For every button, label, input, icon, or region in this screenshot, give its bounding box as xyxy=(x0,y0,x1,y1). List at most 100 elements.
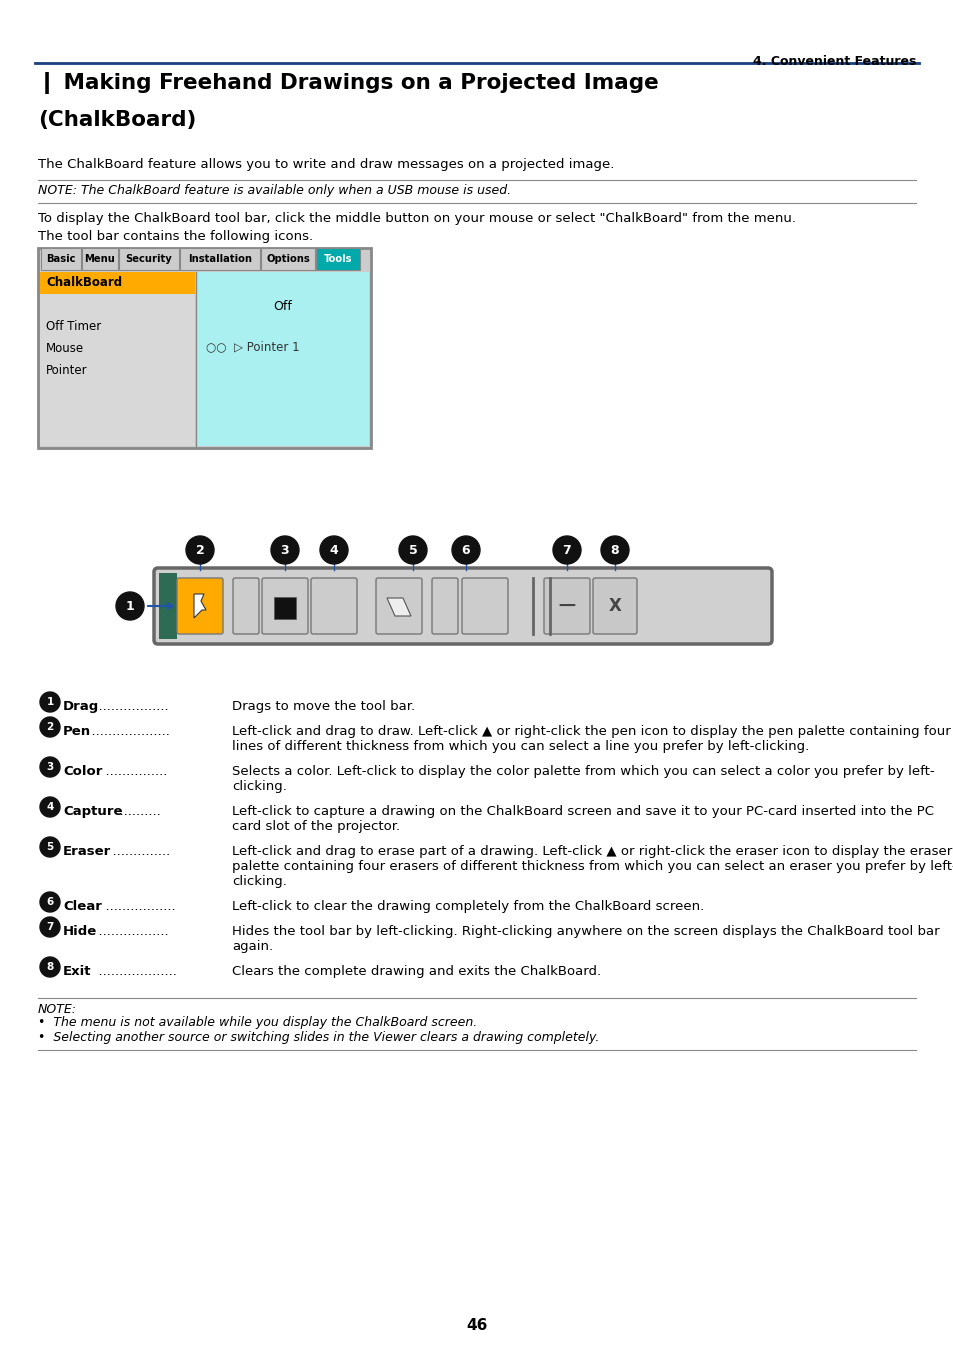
Text: Pen: Pen xyxy=(63,725,91,737)
FancyBboxPatch shape xyxy=(543,578,589,634)
Text: The tool bar contains the following icons.: The tool bar contains the following icon… xyxy=(38,231,313,243)
Polygon shape xyxy=(193,594,206,617)
Text: Mouse: Mouse xyxy=(46,342,84,356)
Bar xyxy=(274,597,295,619)
Text: 2: 2 xyxy=(47,723,53,732)
Bar xyxy=(119,248,179,270)
Text: The ChalkBoard feature allows you to write and draw messages on a projected imag: The ChalkBoard feature allows you to wri… xyxy=(38,158,614,171)
Bar xyxy=(180,248,260,270)
FancyBboxPatch shape xyxy=(262,578,308,634)
Text: 7: 7 xyxy=(47,922,53,931)
Text: clicking.: clicking. xyxy=(232,780,287,793)
Bar xyxy=(196,272,369,446)
Text: 8: 8 xyxy=(47,962,53,972)
Circle shape xyxy=(553,537,580,563)
Circle shape xyxy=(40,917,60,937)
Bar xyxy=(38,248,371,448)
Text: 7: 7 xyxy=(562,543,571,557)
Circle shape xyxy=(40,797,60,817)
Text: (ChalkBoard): (ChalkBoard) xyxy=(38,111,196,129)
Text: Hides the tool bar by left-clicking. Right-clicking anywhere on the screen displ: Hides the tool bar by left-clicking. Rig… xyxy=(232,925,939,938)
Text: .................: ................. xyxy=(91,700,169,713)
Circle shape xyxy=(600,537,628,563)
FancyBboxPatch shape xyxy=(233,578,258,634)
Circle shape xyxy=(40,837,60,857)
Circle shape xyxy=(398,537,427,563)
Bar xyxy=(41,248,81,270)
FancyBboxPatch shape xyxy=(432,578,457,634)
Circle shape xyxy=(40,758,60,776)
Text: Clear: Clear xyxy=(63,900,102,913)
Text: 5: 5 xyxy=(408,543,416,557)
Text: Exit: Exit xyxy=(63,965,91,979)
Text: ○○  ▷ Pointer 1: ○○ ▷ Pointer 1 xyxy=(206,341,299,353)
Text: again.: again. xyxy=(232,940,273,953)
Circle shape xyxy=(40,957,60,977)
Circle shape xyxy=(40,692,60,712)
Text: clicking.: clicking. xyxy=(232,875,287,888)
Text: 3: 3 xyxy=(280,543,289,557)
Text: 8: 8 xyxy=(610,543,618,557)
Text: .................: ................. xyxy=(97,900,175,913)
Text: 1: 1 xyxy=(47,697,53,706)
FancyBboxPatch shape xyxy=(177,578,223,634)
Circle shape xyxy=(186,537,213,563)
Text: Installation: Installation xyxy=(188,253,252,264)
Text: Pointer: Pointer xyxy=(46,364,88,377)
Text: lines of different thickness from which you can select a line you prefer by left: lines of different thickness from which … xyxy=(232,740,808,754)
Text: −: − xyxy=(556,594,577,617)
Text: ..............: .............. xyxy=(104,845,170,857)
Text: card slot of the projector.: card slot of the projector. xyxy=(232,820,399,833)
Text: Drags to move the tool bar.: Drags to move the tool bar. xyxy=(232,700,415,713)
Text: ❙ Making Freehand Drawings on a Projected Image: ❙ Making Freehand Drawings on a Projecte… xyxy=(38,71,659,94)
Text: Left-click and drag to erase part of a drawing. Left-click ▲ or right-click the : Left-click and drag to erase part of a d… xyxy=(232,845,951,857)
Text: ...................: ................... xyxy=(91,965,177,979)
FancyBboxPatch shape xyxy=(311,578,356,634)
Text: 5: 5 xyxy=(47,842,53,852)
Text: 1: 1 xyxy=(126,600,134,612)
Circle shape xyxy=(319,537,348,563)
Text: Color: Color xyxy=(63,766,102,778)
FancyBboxPatch shape xyxy=(461,578,507,634)
Text: ...................: ................... xyxy=(83,725,170,737)
Circle shape xyxy=(40,892,60,913)
Text: 4. Convenient Features: 4. Convenient Features xyxy=(752,55,915,67)
Text: ...............: ............... xyxy=(97,766,167,778)
FancyBboxPatch shape xyxy=(593,578,637,634)
Circle shape xyxy=(452,537,479,563)
Text: Off: Off xyxy=(274,301,293,314)
Text: ChalkBoard: ChalkBoard xyxy=(46,276,122,290)
Text: Left-click and drag to draw. Left-click ▲ or right-click the pen icon to display: Left-click and drag to draw. Left-click … xyxy=(232,725,950,737)
FancyBboxPatch shape xyxy=(153,568,771,644)
Circle shape xyxy=(271,537,298,563)
Text: 46: 46 xyxy=(466,1318,487,1333)
Text: 4: 4 xyxy=(47,802,53,811)
Text: Selects a color. Left-click to display the color palette from which you can sele: Selects a color. Left-click to display t… xyxy=(232,766,934,778)
Text: •  Selecting another source or switching slides in the Viewer clears a drawing c: • Selecting another source or switching … xyxy=(38,1031,598,1043)
Text: Capture: Capture xyxy=(63,805,122,818)
Bar xyxy=(261,248,314,270)
Text: Tools: Tools xyxy=(323,253,352,264)
Bar xyxy=(159,573,177,639)
Text: 4: 4 xyxy=(330,543,338,557)
Text: Security: Security xyxy=(126,253,172,264)
Bar xyxy=(40,272,194,294)
Text: X: X xyxy=(608,597,620,615)
Text: Eraser: Eraser xyxy=(63,845,112,857)
FancyBboxPatch shape xyxy=(375,578,421,634)
Text: palette containing four erasers of different thickness from which you can select: palette containing four erasers of diffe… xyxy=(232,860,953,874)
Text: Menu: Menu xyxy=(85,253,115,264)
Circle shape xyxy=(40,717,60,737)
Text: Hide: Hide xyxy=(63,925,97,938)
Text: NOTE:: NOTE: xyxy=(38,1003,77,1016)
Text: Left-click to capture a drawing on the ChalkBoard screen and save it to your PC-: Left-click to capture a drawing on the C… xyxy=(232,805,933,818)
Text: 6: 6 xyxy=(461,543,470,557)
Text: .................: ................. xyxy=(91,925,169,938)
Bar xyxy=(82,248,118,270)
Bar xyxy=(40,272,194,446)
Text: 2: 2 xyxy=(195,543,204,557)
Polygon shape xyxy=(387,599,411,616)
Text: 6: 6 xyxy=(47,896,53,907)
Text: NOTE: The ChalkBoard feature is available only when a USB mouse is used.: NOTE: The ChalkBoard feature is availabl… xyxy=(38,183,511,197)
Bar xyxy=(315,248,359,270)
